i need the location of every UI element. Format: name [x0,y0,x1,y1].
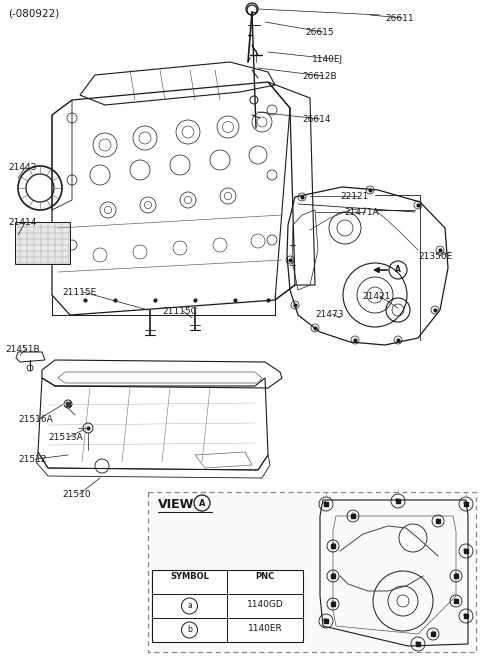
Text: b: b [454,598,458,602]
Text: a: a [463,612,467,617]
Text: b: b [331,543,335,548]
Text: 1140GD: 1140GD [247,600,283,609]
Text: A: A [395,266,401,274]
Text: PNC: PNC [255,572,275,581]
Text: 21471A: 21471A [344,208,379,217]
Text: a: a [323,617,327,622]
Text: 21516A: 21516A [18,415,53,424]
Text: 1140ER: 1140ER [248,624,282,633]
FancyBboxPatch shape [148,492,476,652]
Text: 21115E: 21115E [62,288,96,297]
Text: (-080922): (-080922) [8,8,59,18]
Text: 21513A: 21513A [48,433,83,442]
Text: a: a [463,500,467,505]
Text: 21451B: 21451B [5,345,40,354]
Text: 1140EJ: 1140EJ [312,55,343,64]
Text: A: A [199,499,205,508]
Text: b: b [431,630,435,636]
Text: VIEW: VIEW [158,498,194,511]
Text: 21421: 21421 [362,292,390,301]
Text: 26612B: 26612B [302,72,336,81]
Text: b: b [454,573,458,577]
Text: 26614: 26614 [302,115,331,124]
Text: b: b [436,518,440,522]
Bar [15,222,70,264]
Text: 22121: 22121 [340,192,368,201]
Text: a: a [187,602,192,611]
Text: 21512: 21512 [18,455,47,464]
Text: a: a [463,547,467,552]
Text: 21510: 21510 [62,490,91,499]
Text: 21443: 21443 [8,163,36,172]
Text: 21115C: 21115C [162,307,197,316]
Text: 21414: 21414 [8,218,36,227]
Text: a: a [415,640,419,645]
Text: b: b [331,600,335,605]
Text: SYMBOL: SYMBOL [170,572,209,581]
Text: a: a [323,500,327,505]
Text: 21350E: 21350E [418,252,452,261]
Text: b: b [187,626,192,634]
Text: a: a [395,497,399,502]
Text: 26611: 26611 [385,14,414,23]
Text: 21473: 21473 [315,310,344,319]
Text: b: b [351,512,355,518]
Text: b: b [331,573,335,577]
Text: 26615: 26615 [305,28,334,37]
Bar [152,570,303,642]
